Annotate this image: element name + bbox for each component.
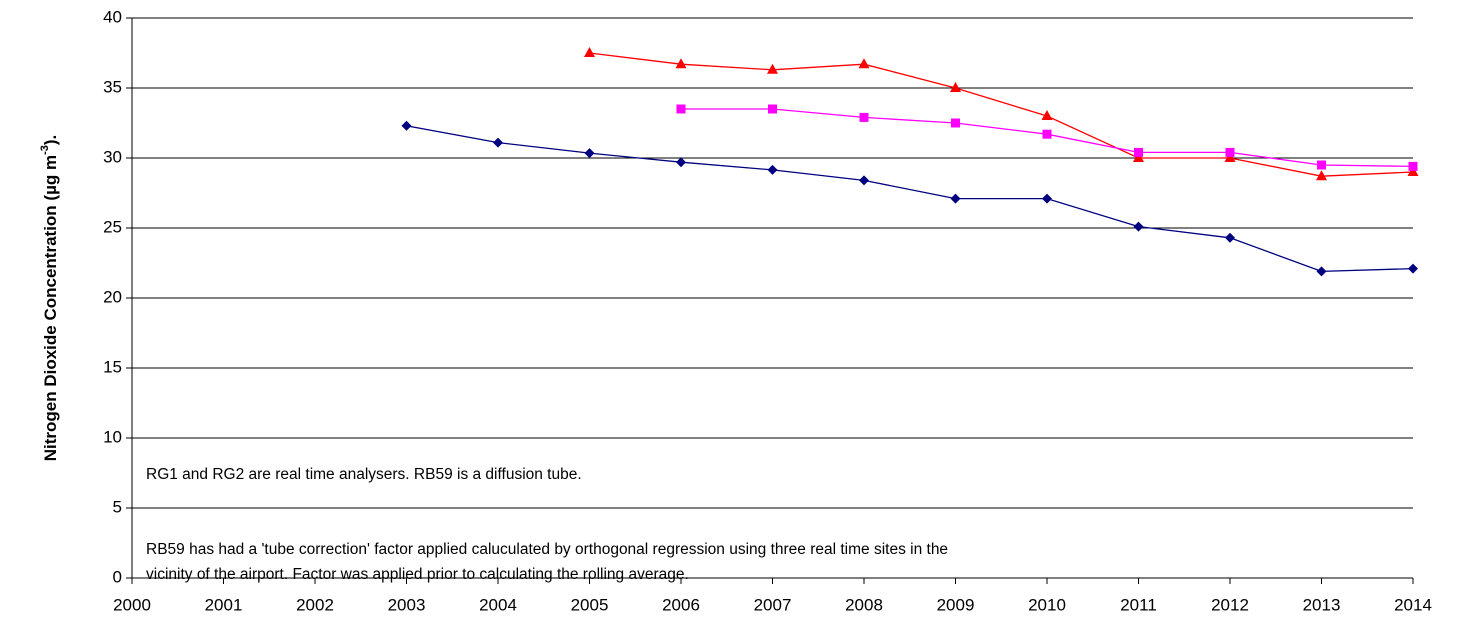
x-tick-label: 2001 — [205, 595, 243, 614]
point — [858, 58, 870, 69]
x-tick-label: 2005 — [571, 595, 609, 614]
point — [1225, 232, 1235, 243]
point — [1133, 152, 1144, 162]
y-axis-label-end: ). — [41, 135, 60, 145]
y-tick-label: 40 — [103, 7, 122, 26]
point — [1042, 129, 1052, 139]
series-line — [406, 125, 1414, 273]
y-tick-label: 30 — [103, 147, 122, 166]
y-tick-label: 20 — [103, 287, 122, 306]
point — [767, 164, 778, 175]
annotation-box — [134, 516, 1274, 576]
annotation-box — [134, 458, 874, 492]
annotation: RB59 has had a 'tube correction' factor … — [146, 541, 948, 558]
y-axis-label: Nitrogen Dioxide Concentration (µg m-3). — [39, 135, 61, 462]
point — [1317, 160, 1326, 170]
point — [859, 175, 869, 186]
point — [859, 112, 869, 122]
y-tick-label: 15 — [103, 357, 122, 376]
x-tick-label: 2003 — [388, 595, 426, 614]
annotation: RG1 and RG2 are real time analysers. RB5… — [146, 466, 582, 483]
point — [584, 148, 595, 159]
y-axis-label-main: Nitrogen Dioxide Concentration (µg m — [41, 155, 60, 461]
point — [1408, 263, 1418, 274]
x-tick-label: 2008 — [845, 595, 883, 614]
point — [1316, 170, 1327, 181]
y-tick-label: 25 — [103, 217, 122, 236]
point — [768, 104, 777, 114]
point — [1316, 266, 1327, 277]
y-tick-label: 10 — [103, 427, 122, 446]
x-tick-label: 2010 — [1028, 595, 1066, 614]
y-tick-label: 0 — [113, 567, 122, 586]
point — [675, 58, 687, 69]
point — [676, 157, 686, 168]
point — [950, 193, 961, 204]
x-tick-label: 2009 — [937, 595, 975, 614]
series-line — [589, 52, 1414, 177]
point — [584, 47, 595, 57]
point — [401, 120, 412, 131]
point — [1134, 147, 1143, 157]
x-tick-label: 2012 — [1211, 595, 1249, 614]
point — [951, 118, 960, 128]
point — [1408, 161, 1418, 171]
y-tick-label: 35 — [103, 77, 122, 96]
x-tick-label: 2014 — [1394, 595, 1432, 614]
point — [1225, 147, 1235, 157]
point — [676, 104, 686, 114]
x-tick-label: 2006 — [662, 595, 700, 614]
point — [767, 63, 778, 74]
point — [1407, 166, 1419, 176]
point — [493, 137, 503, 148]
x-tick-label: 2000 — [113, 595, 151, 614]
point — [1224, 152, 1236, 162]
x-tick-label: 2002 — [296, 595, 334, 614]
x-tick-label: 2013 — [1303, 595, 1341, 614]
y-tick-label: 5 — [113, 497, 122, 516]
point — [1041, 110, 1053, 120]
annotation: vicinity of the airport. Factor was appl… — [146, 566, 689, 583]
x-tick-label: 2004 — [479, 595, 517, 614]
y-axis-label-sup: -3 — [39, 145, 51, 155]
x-tick-label: 2011 — [1120, 595, 1157, 614]
point — [1133, 221, 1144, 232]
point — [1042, 193, 1052, 204]
point — [950, 82, 961, 92]
x-tick-label: 2007 — [754, 595, 792, 614]
